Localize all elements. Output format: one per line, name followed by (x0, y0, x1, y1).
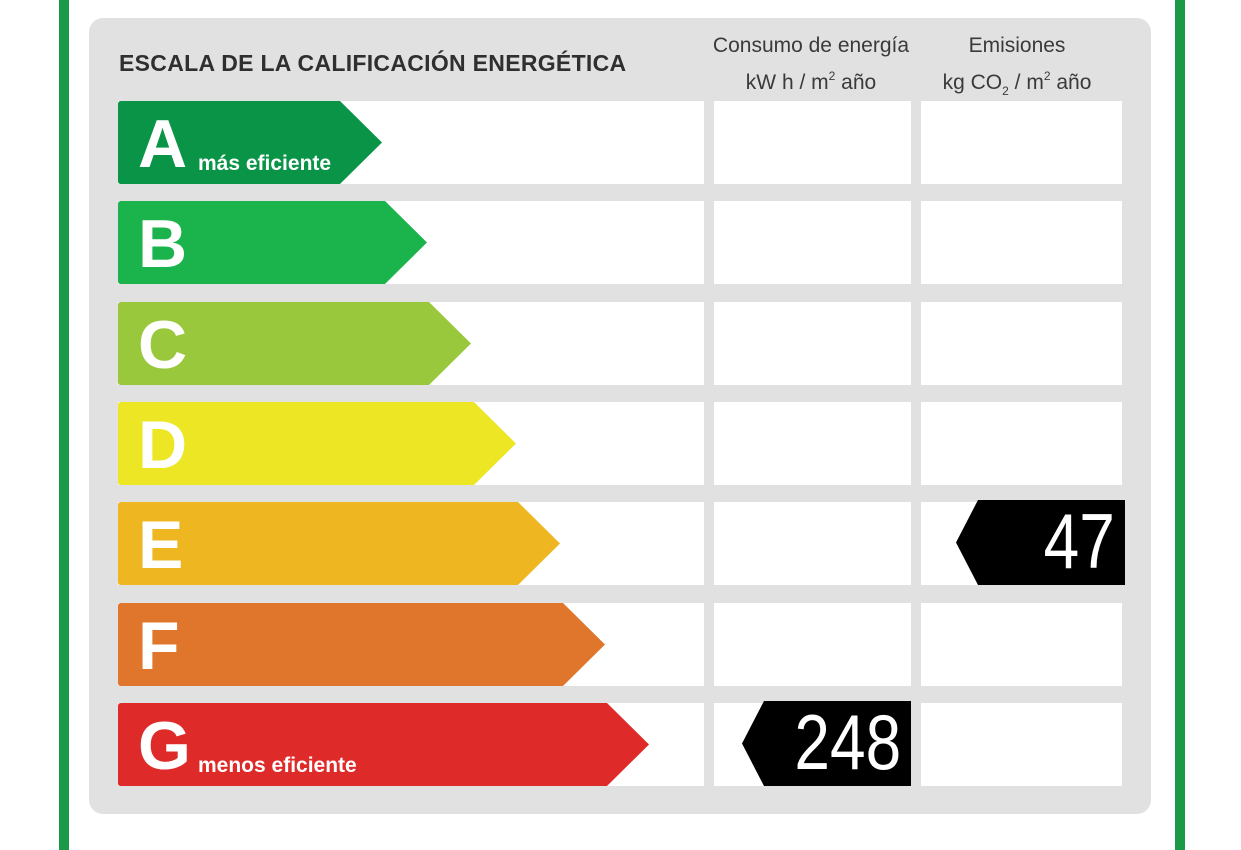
rating-letter: F (138, 608, 180, 684)
rating-band-b: B (118, 201, 427, 284)
consumption-cell-e (714, 502, 911, 585)
consumption-marker-value: 248 (794, 698, 901, 786)
consumption-cell-d (714, 402, 911, 485)
emissions-header: Emisiones kg CO2 / m2 año (916, 30, 1118, 107)
emissions-marker-value: 47 (1043, 497, 1115, 585)
emissions-cell-c (921, 302, 1122, 385)
emissions-marker: 47 (956, 500, 1125, 585)
rating-letter: D (138, 407, 188, 483)
emissions-cell-g (921, 703, 1122, 786)
rating-letter: A (138, 106, 188, 182)
rating-band-e: E (118, 502, 560, 585)
rating-band-f: F (118, 603, 605, 686)
rating-sublabel: más eficiente (198, 152, 332, 175)
rating-arrow-b (118, 201, 427, 284)
consumption-header: Consumo de energía kW h / m2 año (700, 30, 922, 98)
emissions-header-unit: kg CO2 / m2 año (942, 69, 1092, 98)
emissions-marker-arrow (956, 500, 1125, 585)
rating-sublabel: menos eficiente (198, 754, 357, 777)
emissions-header-title: Emisiones (968, 34, 1066, 57)
rating-arrow-e (118, 502, 560, 585)
rating-letter: B (138, 206, 188, 282)
rating-band-d: D (118, 402, 516, 485)
rating-band-c: C (118, 302, 471, 385)
rating-letter: E (138, 507, 184, 583)
rating-arrow-f (118, 603, 605, 686)
consumption-cell-f (714, 603, 911, 686)
rating-arrow-d (118, 402, 516, 485)
rating-arrow-a (118, 101, 382, 184)
emissions-cell-a (921, 101, 1122, 184)
consumption-cell-b (714, 201, 911, 284)
scale-title: ESCALA DE LA CALIFICACIÓN ENERGÉTICA (119, 50, 627, 76)
consumption-cell-a (714, 101, 911, 184)
consumption-header-unit: kW h / m2 año (745, 69, 877, 94)
consumption-marker: 248 (742, 701, 911, 786)
emissions-cell-b (921, 201, 1122, 284)
consumption-header-title: Consumo de energía (712, 34, 910, 57)
rating-letter: C (138, 307, 188, 383)
consumption-cell-c (714, 302, 911, 385)
emissions-cell-f (921, 603, 1122, 686)
rating-letter: G (138, 708, 191, 784)
emissions-cell-d (921, 402, 1122, 485)
rating-arrow-c (118, 302, 471, 385)
rating-arrow-g (118, 703, 649, 786)
label-frame (59, 0, 1185, 850)
consumption-marker-arrow (742, 701, 911, 786)
